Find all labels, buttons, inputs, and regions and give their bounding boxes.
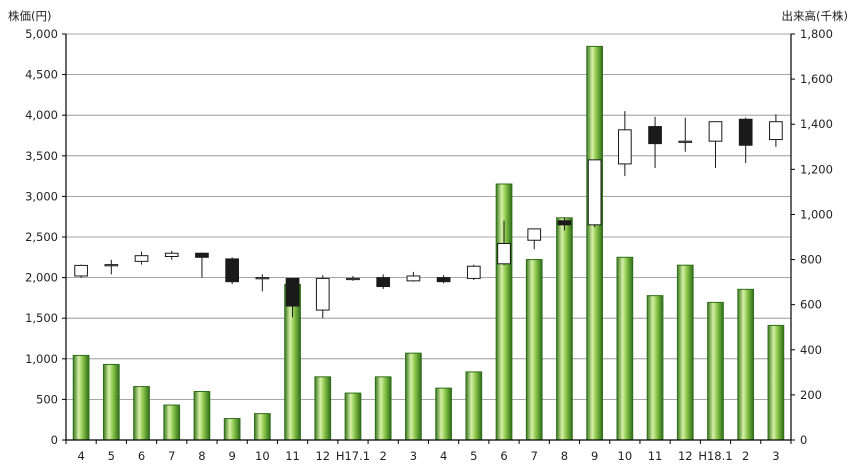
candle-body-down — [195, 252, 209, 258]
x-tick-label: 11 — [285, 449, 300, 463]
left-tick-label: 2,500 — [25, 230, 58, 244]
candle-body-up — [708, 121, 723, 142]
right-tick-label: 1,800 — [800, 27, 833, 41]
x-tick-label: 6 — [138, 449, 145, 463]
candle-body-up — [406, 275, 421, 282]
candle-body-up — [769, 121, 783, 141]
left-tick-label: 500 — [36, 392, 58, 406]
volume-bar — [737, 288, 755, 441]
x-tick-label: 4 — [77, 449, 84, 463]
x-tick-label: 5 — [108, 449, 115, 463]
x-tick-label: 2 — [742, 449, 749, 463]
right-tick-label: 1,600 — [800, 72, 833, 86]
volume-bar — [767, 324, 785, 441]
candle-body-down — [285, 277, 300, 307]
right-tick-label: 800 — [800, 253, 822, 267]
right-tick-label: 1,000 — [800, 207, 833, 221]
left-tick-label: 1,000 — [25, 352, 58, 366]
candle-body-down — [557, 220, 572, 226]
right-tick-label: 200 — [800, 388, 822, 402]
volume-bar — [374, 376, 392, 441]
x-tick-label: 7 — [531, 449, 538, 463]
axes — [62, 33, 795, 444]
volume-bar — [616, 256, 634, 441]
candle-body-up — [104, 264, 119, 267]
x-tick-label: 8 — [198, 449, 205, 463]
candle-body-up — [527, 228, 542, 241]
x-tick-label: 9 — [591, 449, 598, 463]
volume-bar — [405, 352, 422, 441]
volume-bars — [72, 45, 785, 441]
left-tick-label: 3,000 — [25, 189, 58, 203]
candle-body-up — [346, 277, 360, 281]
volume-bar — [193, 391, 211, 441]
volume-bar — [163, 404, 181, 441]
x-tick-label: 12 — [678, 449, 693, 463]
x-tick-label: 12 — [315, 449, 330, 463]
volume-bar — [556, 217, 573, 441]
x-tick-label: 5 — [470, 449, 477, 463]
x-tick-label: 10 — [618, 449, 633, 463]
x-tick-label: 6 — [500, 449, 507, 463]
candle-body-up — [255, 277, 270, 280]
right-tick-label: 400 — [800, 343, 822, 357]
x-tick-label: 2 — [380, 449, 387, 463]
candle-body-up — [587, 159, 602, 226]
x-tick-label: 9 — [228, 449, 235, 463]
volume-bar — [586, 45, 604, 441]
volume-bar — [525, 259, 543, 441]
left-tick-label: 4,500 — [25, 68, 58, 82]
x-tick-label: 10 — [255, 449, 270, 463]
left-axis-title: 株価(円) — [8, 9, 51, 23]
volume-bar — [646, 295, 664, 441]
right-tick-label: 0 — [800, 433, 807, 447]
candle-body-up — [164, 252, 179, 257]
candle-body-up — [74, 264, 88, 277]
volume-bar — [254, 413, 271, 441]
price-candles — [74, 111, 783, 319]
volume-bar — [133, 386, 150, 441]
left-tick-label: 0 — [51, 433, 58, 447]
x-tick-label: 8 — [561, 449, 568, 463]
x-tick-label: 4 — [440, 449, 447, 463]
x-tick-label: 7 — [168, 449, 175, 463]
x-tick-label: H18.1 — [698, 449, 732, 463]
candle-body-down — [738, 118, 753, 146]
volume-bar — [676, 264, 694, 441]
right-axis-title: 出来高(千株) — [782, 9, 848, 23]
volume-bar — [344, 392, 362, 441]
x-tick-label: 3 — [772, 449, 779, 463]
right-tick-label: 1,200 — [800, 162, 833, 176]
x-tick-label: 11 — [648, 449, 663, 463]
volume-bar — [223, 418, 241, 441]
candle-body-down — [436, 277, 451, 283]
candle-body-up — [315, 277, 330, 311]
volume-bar — [314, 376, 332, 441]
left-tick-label: 2,000 — [25, 271, 58, 285]
volume-bar — [72, 354, 90, 441]
right-tick-label: 1,400 — [800, 117, 833, 131]
candle-body-down — [225, 258, 239, 283]
tick-labels: 0 500 1,000 1,500 2,000 2,500 3,000 3,500 4,000 4… — [25, 27, 833, 463]
left-tick-label: 3,500 — [25, 149, 58, 163]
gridlines — [66, 33, 791, 400]
x-tick-label: H17.1 — [336, 449, 370, 463]
left-tick-label: 1,500 — [25, 311, 58, 325]
left-tick-label: 4,000 — [25, 108, 58, 122]
candle-body-up — [466, 265, 481, 279]
x-tick-label: 3 — [410, 449, 417, 463]
candle-body-up — [618, 129, 632, 165]
candle-body-up — [497, 242, 511, 265]
volume-bar — [465, 371, 483, 441]
candle-body-up — [678, 140, 693, 143]
volume-bar — [102, 363, 120, 441]
left-tick-label: 5,000 — [25, 27, 58, 41]
candle-body-down — [648, 126, 662, 145]
volume-bar — [707, 301, 724, 441]
candle-body-down — [376, 277, 391, 288]
candle-body-up — [134, 255, 149, 262]
volume-bar — [435, 387, 452, 441]
right-tick-label: 600 — [800, 298, 822, 312]
